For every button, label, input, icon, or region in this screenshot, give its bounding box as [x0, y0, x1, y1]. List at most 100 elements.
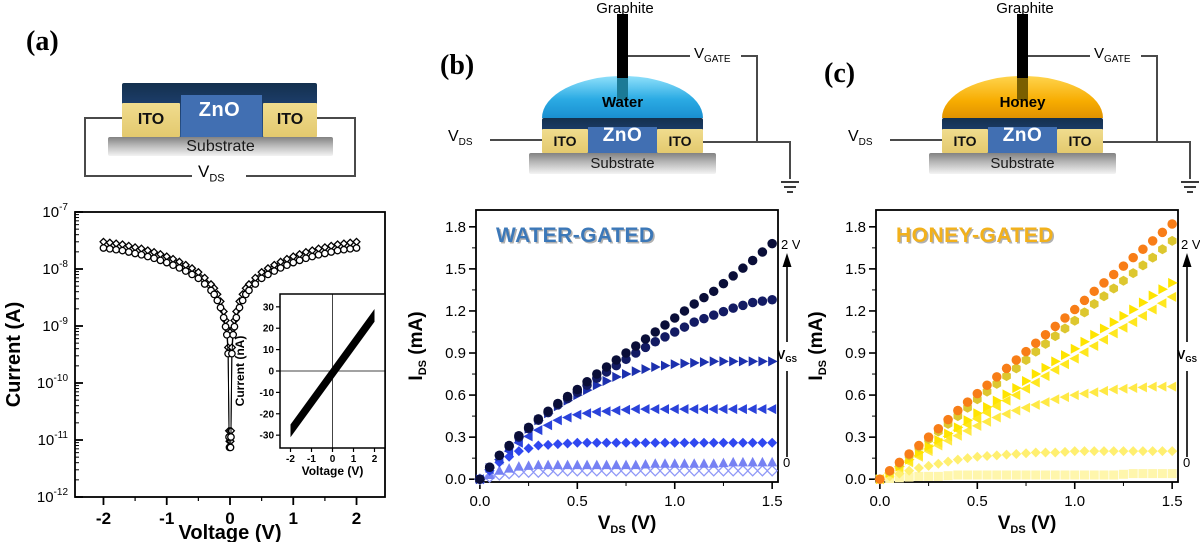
svg-text:0.0: 0.0	[469, 493, 490, 510]
svg-text:0.6: 0.6	[445, 387, 466, 404]
ground-icon	[780, 181, 800, 193]
vds-label: VDS	[848, 128, 873, 149]
wire	[1028, 55, 1090, 57]
svg-text:0.6: 0.6	[845, 387, 866, 404]
wire	[490, 139, 542, 141]
svg-text:VDS (V): VDS (V)	[598, 513, 657, 536]
svg-text:1.2: 1.2	[445, 303, 466, 320]
svg-text:IDS (mA): IDS (mA)	[406, 311, 429, 380]
svg-text:30: 30	[263, 302, 275, 313]
svg-text:-2: -2	[96, 509, 111, 528]
wire	[789, 141, 791, 179]
svg-text:0.0: 0.0	[845, 471, 866, 488]
svg-text:0.3: 0.3	[845, 429, 866, 446]
ito-electrode-right: ITO	[657, 129, 703, 153]
wire	[84, 117, 122, 119]
svg-text:10-8: 10-8	[42, 259, 68, 278]
svg-text:Voltage (V): Voltage (V)	[302, 464, 364, 478]
svg-text:10-11: 10-11	[38, 430, 69, 449]
svg-text:1: 1	[289, 509, 298, 528]
graphite-label: Graphite	[596, 0, 654, 17]
device-schematic-c: Graphite Honey ZnO ITO ITO Substrate VDS…	[800, 0, 1200, 195]
svg-text:0.9: 0.9	[445, 345, 466, 362]
svg-text:IDS (mA): IDS (mA)	[806, 311, 829, 380]
svg-text:VGS: VGS	[777, 348, 798, 364]
device-schematic-b: Graphite Water ZnO ITO ITO Substrate VDS…	[400, 0, 800, 195]
iv-curve-chart: -2 -1 0 1 210-710-810-910-1010-1110-12Voltag…	[3, 202, 386, 542]
panel-label-a: (a)	[26, 26, 59, 57]
vgate-label: VGATE	[694, 45, 731, 65]
ground-icon	[1180, 181, 1200, 193]
svg-text:-1: -1	[159, 509, 174, 528]
svg-text:0.0: 0.0	[869, 493, 890, 510]
svg-text:HONEY-GATED: HONEY-GATED	[896, 224, 1054, 247]
zno-channel	[181, 95, 262, 137]
ito-electrode-left: ITO	[122, 103, 180, 137]
svg-text:0.5: 0.5	[567, 493, 588, 510]
svg-text:-1: -1	[307, 454, 316, 465]
wire	[756, 55, 758, 143]
svg-text:0.5: 0.5	[967, 493, 988, 510]
svg-text:1.0: 1.0	[1064, 493, 1085, 510]
liquid-label: Honey	[999, 94, 1046, 111]
svg-text:Voltage (V): Voltage (V)	[179, 522, 282, 542]
graphite-electrode-tip	[1017, 78, 1028, 100]
panel-label-c: (c)	[824, 58, 856, 89]
svg-text:0.3: 0.3	[445, 429, 466, 446]
vds-label: VDS	[448, 128, 473, 149]
wire	[890, 139, 942, 141]
wire	[1141, 55, 1158, 57]
wire	[354, 117, 356, 177]
graphite-electrode-tip	[617, 78, 628, 100]
svg-text:1.8: 1.8	[845, 219, 866, 236]
wire	[628, 55, 690, 57]
substrate: Substrate	[929, 153, 1116, 174]
zno-channel	[988, 127, 1057, 153]
svg-text:0: 0	[330, 454, 336, 465]
svg-text:2 V: 2 V	[1181, 237, 1200, 252]
svg-text:Current (nA): Current (nA)	[233, 336, 247, 407]
svg-text:10-10: 10-10	[37, 373, 69, 392]
zno-channel	[588, 127, 657, 153]
svg-text:HONEY-GATED: HONEY-GATED	[898, 226, 1056, 249]
svg-text:1.2: 1.2	[845, 303, 866, 320]
svg-text:VDS (V): VDS (V)	[998, 513, 1057, 536]
svg-text:WATER-GATED: WATER-GATED	[498, 226, 657, 249]
svg-text:WATER-GATED: WATER-GATED	[496, 224, 655, 247]
svg-text:10-9: 10-9	[42, 316, 68, 335]
substrate: Substrate	[108, 137, 333, 156]
svg-text:Current (A): Current (A)	[3, 302, 25, 408]
graphite-label: Graphite	[996, 0, 1054, 17]
svg-text:1.5: 1.5	[845, 261, 866, 278]
wire	[741, 55, 758, 57]
ito-electrode-left: ITO	[542, 129, 588, 153]
wire	[84, 117, 86, 177]
ito-electrode-right: ITO	[263, 103, 317, 137]
svg-text:1.0: 1.0	[664, 493, 685, 510]
wire	[246, 175, 356, 177]
panel-c: (c) Graphite Honey ZnO ITO ITO Substrate…	[800, 0, 1200, 542]
svg-text:10: 10	[263, 345, 275, 356]
svg-text:10-7: 10-7	[42, 202, 68, 221]
svg-text:1.8: 1.8	[445, 219, 466, 236]
svg-text:2 V: 2 V	[781, 237, 800, 252]
svg-text:0: 0	[268, 367, 274, 378]
svg-text:2: 2	[372, 454, 378, 465]
vds-label: VDS	[198, 162, 225, 185]
svg-text:1.5: 1.5	[1162, 493, 1183, 510]
wire	[703, 141, 791, 143]
vgate-label: VGATE	[1094, 45, 1131, 65]
output-curves-water: 0.0 0.5 1.0 1.5 0.0 0.3 0.6 0.9 1.2 1.5 1.8 VDS (V)…	[406, 209, 800, 536]
wire	[1189, 141, 1191, 179]
svg-text:10-12: 10-12	[37, 487, 69, 506]
zno-label: ZnO	[602, 124, 643, 146]
svg-text:0: 0	[225, 509, 234, 528]
wire	[1103, 141, 1191, 143]
svg-text:0: 0	[1183, 455, 1190, 470]
svg-text:1.5: 1.5	[762, 493, 783, 510]
liquid-label: Water	[601, 94, 644, 111]
svg-text:2: 2	[352, 509, 361, 528]
svg-text:-10: -10	[260, 388, 275, 399]
svg-text:20: 20	[263, 324, 275, 335]
svg-text:-20: -20	[260, 409, 275, 420]
